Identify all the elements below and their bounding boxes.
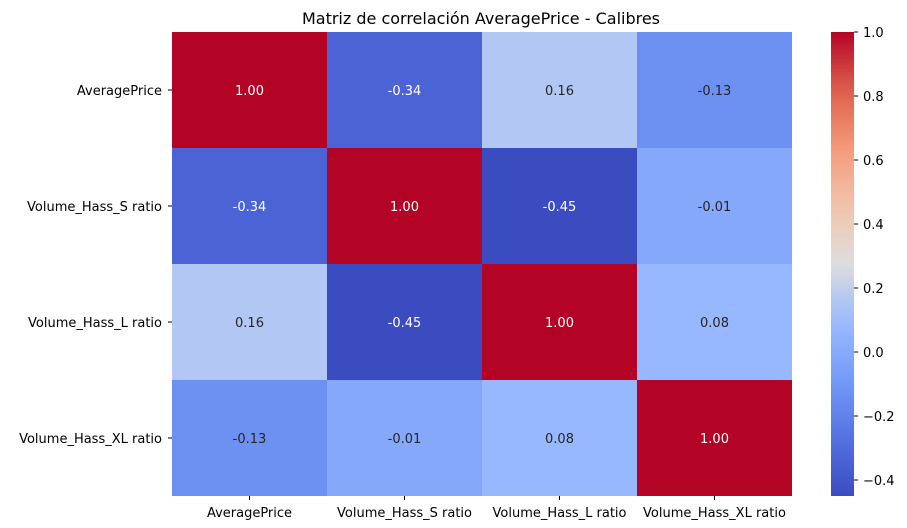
cell-annotation-r2-c0: 0.16 xyxy=(235,316,264,331)
heatmap-cell-r1-c0 xyxy=(172,148,327,264)
x-tick-label: AveragePrice xyxy=(207,506,292,521)
heatmap-cell-r3-c2 xyxy=(482,380,637,496)
cell-annotation-r0-c0: 1.00 xyxy=(235,84,264,99)
cell-annotation-r2-c3: 0.08 xyxy=(700,316,729,331)
cell-annotation-r1-c2: -0.45 xyxy=(543,200,577,215)
cell-annotation-r2-c2: 1.00 xyxy=(545,316,574,331)
colorbar-tick-label: 0.2 xyxy=(863,282,884,297)
colorbar-tick-label: −0.4 xyxy=(863,474,895,489)
x-axis-labels: AveragePrice Volume_Hass_S ratio Volume_Ha… xyxy=(207,496,786,521)
cell-annotation-r3-c2: 0.08 xyxy=(545,432,574,447)
cell-annotation-r1-c1: 1.00 xyxy=(390,200,419,215)
heatmap-cell-r2-c2 xyxy=(482,264,637,380)
heatmap-cell-r0-c2 xyxy=(482,32,637,148)
colorbar-tick-label: 0.8 xyxy=(863,90,884,105)
heatmap-cell-r3-c3 xyxy=(637,380,792,496)
x-tick-label: Volume_Hass_L ratio xyxy=(493,506,627,521)
heatmap-cell-r2-c3 xyxy=(637,264,792,380)
cell-annotation-r1-c3: -0.01 xyxy=(698,200,732,215)
y-tick-label: Volume_Hass_XL ratio xyxy=(19,432,162,447)
cell-annotation-r0-c1: -0.34 xyxy=(388,84,422,99)
colorbar-tick-label: 1.0 xyxy=(863,26,884,41)
y-tick-label: Volume_Hass_L ratio xyxy=(28,316,162,331)
heatmap-cell-r2-c0 xyxy=(172,264,327,380)
y-tick-label: Volume_Hass_S ratio xyxy=(27,200,162,215)
cell-annotation-r1-c0: -0.34 xyxy=(233,200,267,215)
cell-annotation-r3-c1: -0.01 xyxy=(388,432,422,447)
colorbar-tick-label: −0.2 xyxy=(863,410,895,425)
cell-annotation-r0-c2: 0.16 xyxy=(545,84,574,99)
y-axis-labels: AveragePrice Volume_Hass_S ratio Volume_Ha… xyxy=(19,84,172,447)
colorbar-tick-label: 0.6 xyxy=(863,154,884,169)
heatmap-cell-r1-c1 xyxy=(327,148,482,264)
colorbar: −0.4 −0.2 0.0 0.2 0.4 0.6 0.8 1.0 xyxy=(831,26,895,496)
heatmap-cell-r0-c0 xyxy=(172,32,327,148)
chart-title: Matriz de correlación AveragePrice - Cal… xyxy=(302,9,660,28)
cell-annotation-r0-c3: -0.13 xyxy=(698,84,732,99)
colorbar-tick-label: 0.4 xyxy=(863,218,884,233)
cell-annotation-r3-c0: -0.13 xyxy=(233,432,267,447)
cell-annotation-r2-c1: -0.45 xyxy=(388,316,422,331)
y-tick-label: AveragePrice xyxy=(77,84,162,99)
heatmap-cell-r2-c1 xyxy=(327,264,482,380)
heatmap-cells xyxy=(172,32,792,496)
heatmap-cell-r0-c1 xyxy=(327,32,482,148)
cell-annotation-r3-c3: 1.00 xyxy=(700,432,729,447)
heatmap-cell-r0-c3 xyxy=(637,32,792,148)
heatmap-cell-r3-c0 xyxy=(172,380,327,496)
cell-annotations: 1.00 -0.34 0.16 -0.13 -0.34 1.00 -0.45 -0.01 0.1… xyxy=(233,84,732,447)
x-tick-label: Volume_Hass_XL ratio xyxy=(643,506,786,521)
x-tick-label: Volume_Hass_S ratio xyxy=(337,506,472,521)
heatmap-cell-r3-c1 xyxy=(327,380,482,496)
colorbar-gradient xyxy=(831,32,854,496)
colorbar-tick-label: 0.0 xyxy=(863,346,884,361)
heatmap-cell-r1-c2 xyxy=(482,148,637,264)
heatmap-cell-r1-c3 xyxy=(637,148,792,264)
